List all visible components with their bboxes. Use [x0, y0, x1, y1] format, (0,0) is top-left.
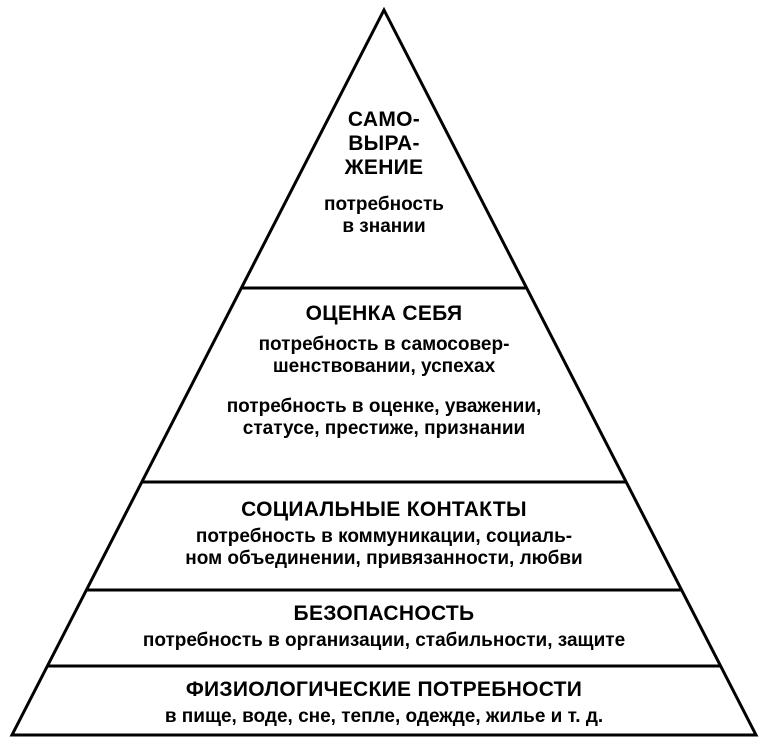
level-subtext-line: потребность в самосовер-: [0, 334, 768, 356]
level-title: САМО-ВЫРА-ЖЕНИЕ: [0, 108, 768, 180]
level-title-line: САМО-: [0, 108, 768, 132]
level-subtext: в пище, воде, сне, тепле, одежде, жилье …: [0, 706, 768, 728]
level-title: ОЦЕНКА СЕБЯ: [0, 302, 768, 326]
level-subtext-line: потребность в организации, стабильности,…: [0, 630, 768, 652]
level-title: СОЦИАЛЬНЫЕ КОНТАКТЫ: [0, 498, 768, 522]
level-subtext: потребность в оценке, уважении,статусе, …: [0, 396, 768, 440]
level-title-line: ЖЕНИЕ: [0, 156, 768, 180]
pyramid-level-level4: ОЦЕНКА СЕБЯ потребность в самосовер-шенст…: [0, 302, 768, 440]
level-subtext-line: в знании: [0, 216, 768, 238]
level-title: БЕЗОПАСНОСТЬ: [0, 602, 768, 626]
pyramid-level-level1: ФИЗИОЛОГИЧЕСКИЕ ПОТРЕБНОСТИ в пище, воде,…: [0, 678, 768, 728]
level-title-line: ВЫРА-: [0, 132, 768, 156]
level-subtext-line: ном объединении, привязанности, любви: [0, 548, 768, 570]
pyramid-level-level3: СОЦИАЛЬНЫЕ КОНТАКТЫ потребность в коммуни…: [0, 498, 768, 570]
level-subtext: потребностьв знании: [0, 194, 768, 238]
level-title: ФИЗИОЛОГИЧЕСКИЕ ПОТРЕБНОСТИ: [0, 678, 768, 702]
level-subtext-line: потребность в коммуникации, социаль-: [0, 526, 768, 548]
level-subtext: потребность в коммуникации, социаль-ном …: [0, 526, 768, 570]
level-subtext-line: потребность в оценке, уважении,: [0, 396, 768, 418]
level-subtext-line: шенствовании, успехах: [0, 356, 768, 378]
level-title-line: СОЦИАЛЬНЫЕ КОНТАКТЫ: [0, 498, 768, 522]
level-subtext-line: статусе, престиже, признании: [0, 418, 768, 440]
pyramid-level-level5: САМО-ВЫРА-ЖЕНИЕ потребностьв знании: [0, 108, 768, 238]
pyramid-diagram: САМО-ВЫРА-ЖЕНИЕ потребностьв знании ОЦЕНКА…: [0, 0, 768, 749]
level-title-line: ОЦЕНКА СЕБЯ: [0, 302, 768, 326]
level-subtext-line: потребность: [0, 194, 768, 216]
level-subtext: потребность в самосовер-шенствовании, ус…: [0, 334, 768, 378]
level-subtext: потребность в организации, стабильности,…: [0, 630, 768, 652]
level-title-line: ФИЗИОЛОГИЧЕСКИЕ ПОТРЕБНОСТИ: [0, 678, 768, 702]
level-subtext-line: в пище, воде, сне, тепле, одежде, жилье …: [0, 706, 768, 728]
pyramid-level-level2: БЕЗОПАСНОСТЬ потребность в организации, с…: [0, 602, 768, 652]
level-title-line: БЕЗОПАСНОСТЬ: [0, 602, 768, 626]
